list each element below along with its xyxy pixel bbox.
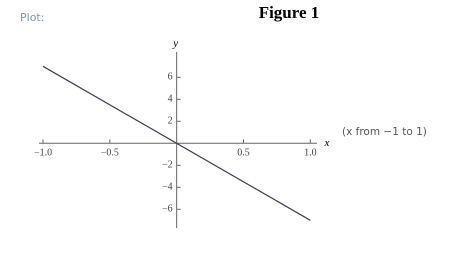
plot-label: Plot: bbox=[20, 11, 44, 24]
x-tick-label: 1.0 bbox=[304, 148, 317, 159]
y-tick-label: −6 bbox=[162, 204, 173, 215]
chart-title: Figure 1 bbox=[259, 3, 320, 22]
line bbox=[42, 65, 311, 221]
plot-area: y x −1.0 −0.5 0.5 1.0 6 4 2 −2 −4 −6 bbox=[34, 38, 330, 228]
y-axis-label: y bbox=[172, 38, 178, 50]
x-axis-label: x bbox=[324, 137, 330, 149]
y-tick-label: 4 bbox=[168, 94, 173, 105]
y-tick-label: 2 bbox=[168, 116, 173, 127]
x-tick-label: −0.5 bbox=[101, 148, 119, 159]
y-tick-label: −4 bbox=[162, 182, 173, 193]
y-tick-label: −2 bbox=[162, 160, 173, 171]
y-tick-label: 6 bbox=[168, 72, 173, 83]
x-tick-label: 0.5 bbox=[237, 148, 250, 159]
x-tick-label: −1.0 bbox=[34, 148, 52, 159]
range-note: (x from −1 to 1) bbox=[342, 126, 427, 138]
